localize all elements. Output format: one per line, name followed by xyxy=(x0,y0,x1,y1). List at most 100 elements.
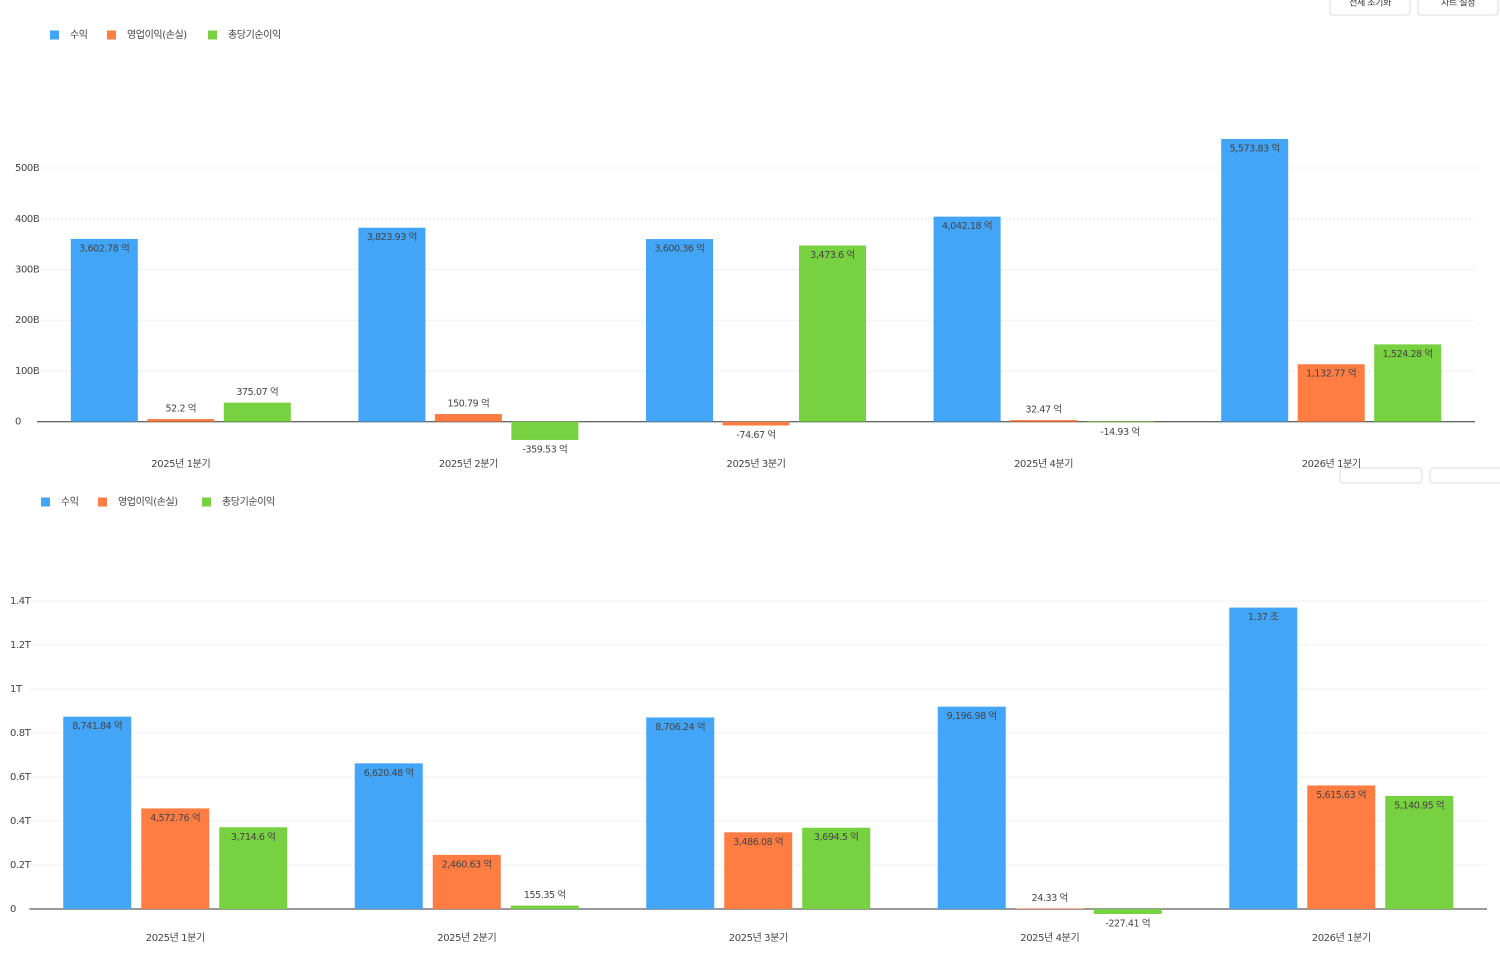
value-label: 3,714.6 억 xyxy=(231,831,275,843)
settings-button-label[interactable]: 차트 설정 xyxy=(1441,0,1476,9)
legend-swatch xyxy=(41,497,50,507)
legend-swatch xyxy=(208,30,217,40)
bar xyxy=(354,763,423,909)
value-label: -74.67 억 xyxy=(736,429,775,441)
y-tick-label: 500B xyxy=(15,163,40,174)
button-outline[interactable] xyxy=(1339,467,1423,484)
bar xyxy=(1374,344,1442,422)
y-tick-label: 0.2T xyxy=(10,860,32,871)
value-label: 1,524.28 억 xyxy=(1383,348,1433,360)
bar xyxy=(511,421,579,440)
bar xyxy=(802,827,871,909)
value-label: 1,132.77 억 xyxy=(1306,368,1356,380)
bar xyxy=(1297,364,1365,422)
y-tick-label: 1T xyxy=(10,684,23,695)
x-tick-label: 2025년 2분기 xyxy=(437,932,496,944)
bar xyxy=(1221,138,1289,422)
bar xyxy=(1015,908,1084,909)
y-tick-label: 1.2T xyxy=(10,640,32,651)
bar xyxy=(223,402,291,422)
y-tick-label: 400B xyxy=(15,214,40,225)
bar xyxy=(933,216,1001,422)
bar xyxy=(358,227,426,422)
value-label: 3,823.93 억 xyxy=(367,231,417,243)
value-label: 5,573.83 억 xyxy=(1230,142,1280,154)
bar xyxy=(434,414,502,422)
value-label: 375.07 억 xyxy=(236,386,278,398)
bar xyxy=(63,716,132,909)
bar xyxy=(937,706,1006,909)
value-label: 9,196.98 억 xyxy=(947,710,997,722)
y-tick-label: 100B xyxy=(15,366,40,377)
y-tick-label: 0.8T xyxy=(10,728,32,739)
x-tick-label: 2025년 1분기 xyxy=(146,932,205,944)
y-tick-label: 1.4T xyxy=(10,596,32,607)
bar xyxy=(1010,420,1078,422)
value-label: 155.35 억 xyxy=(524,889,566,901)
y-tick-label: 200B xyxy=(15,315,40,326)
value-label: 1.37 조 xyxy=(1248,612,1279,623)
reset-button-label[interactable]: 전체 초기화 xyxy=(1349,0,1391,9)
bar xyxy=(70,238,138,422)
bar xyxy=(510,905,579,909)
value-label: 32.47 억 xyxy=(1026,404,1062,416)
value-label: 4,042.18 억 xyxy=(942,220,992,232)
value-label: 24.33 억 xyxy=(1032,892,1068,904)
legend-label: 영업이익(손실) xyxy=(127,28,187,41)
legend-swatch xyxy=(50,30,59,40)
value-label: 150.79 억 xyxy=(447,398,489,410)
x-tick-label: 2026년 1분기 xyxy=(1302,458,1361,470)
x-tick-label: 2025년 3분기 xyxy=(729,932,788,944)
value-label: 6,620.48 억 xyxy=(364,767,414,779)
settings-button[interactable] xyxy=(1417,0,1499,16)
legend-swatch xyxy=(98,497,107,507)
bar xyxy=(646,717,715,909)
value-label: 4,572.76 억 xyxy=(150,812,200,824)
x-tick-label: 2026년 1분기 xyxy=(1312,932,1371,944)
x-tick-label: 2025년 2분기 xyxy=(439,458,498,470)
value-label: 3,694.5 억 xyxy=(814,831,858,843)
value-label: 8,741.84 억 xyxy=(72,720,122,732)
y-tick-label: 0 xyxy=(15,417,21,428)
y-tick-label: 300B xyxy=(15,265,40,276)
bar xyxy=(432,854,501,909)
value-label: 3,486.08 억 xyxy=(733,836,783,848)
value-label: -227.41 억 xyxy=(1105,918,1150,930)
bar xyxy=(219,827,288,909)
value-label: 3,602.78 억 xyxy=(79,242,129,254)
legend-label: 영업이익(손실) xyxy=(118,495,178,508)
value-label: 8,706.24 억 xyxy=(655,721,705,733)
legend-swatch xyxy=(202,497,211,507)
value-label: 3,473.6 억 xyxy=(810,249,854,261)
bar xyxy=(1307,785,1376,909)
value-label: -359.53 억 xyxy=(522,443,567,455)
bar xyxy=(724,832,793,909)
button-outline[interactable] xyxy=(1429,467,1500,484)
value-label: 3,600.36 억 xyxy=(654,243,704,255)
x-tick-label: 2025년 4분기 xyxy=(1014,458,1073,470)
bar xyxy=(1093,909,1162,915)
value-label: -14.93 억 xyxy=(1101,426,1140,438)
bar xyxy=(722,421,790,426)
y-tick-label: 0 xyxy=(10,904,16,915)
x-tick-label: 2025년 3분기 xyxy=(727,458,786,470)
value-label: 5,615.63 억 xyxy=(1316,789,1366,801)
bar xyxy=(1229,607,1298,909)
legend-label: 수익 xyxy=(70,29,88,41)
y-tick-label: 0.4T xyxy=(10,816,32,827)
reset-button[interactable] xyxy=(1329,0,1411,16)
bar xyxy=(646,239,713,422)
y-tick-label: 0.6T xyxy=(10,772,32,783)
bar xyxy=(147,419,215,422)
x-tick-label: 2025년 1분기 xyxy=(151,458,210,470)
x-tick-label: 2025년 4분기 xyxy=(1020,932,1079,944)
bar xyxy=(1385,795,1454,909)
value-label: 5,140.95 억 xyxy=(1394,799,1444,811)
bar xyxy=(141,808,210,909)
legend-swatch xyxy=(107,30,116,40)
legend-label: 총당기순이익 xyxy=(228,29,281,41)
legend-label: 수익 xyxy=(61,496,79,508)
legend-label: 총당기순이익 xyxy=(222,496,275,508)
value-label: 52.2 억 xyxy=(166,403,197,415)
